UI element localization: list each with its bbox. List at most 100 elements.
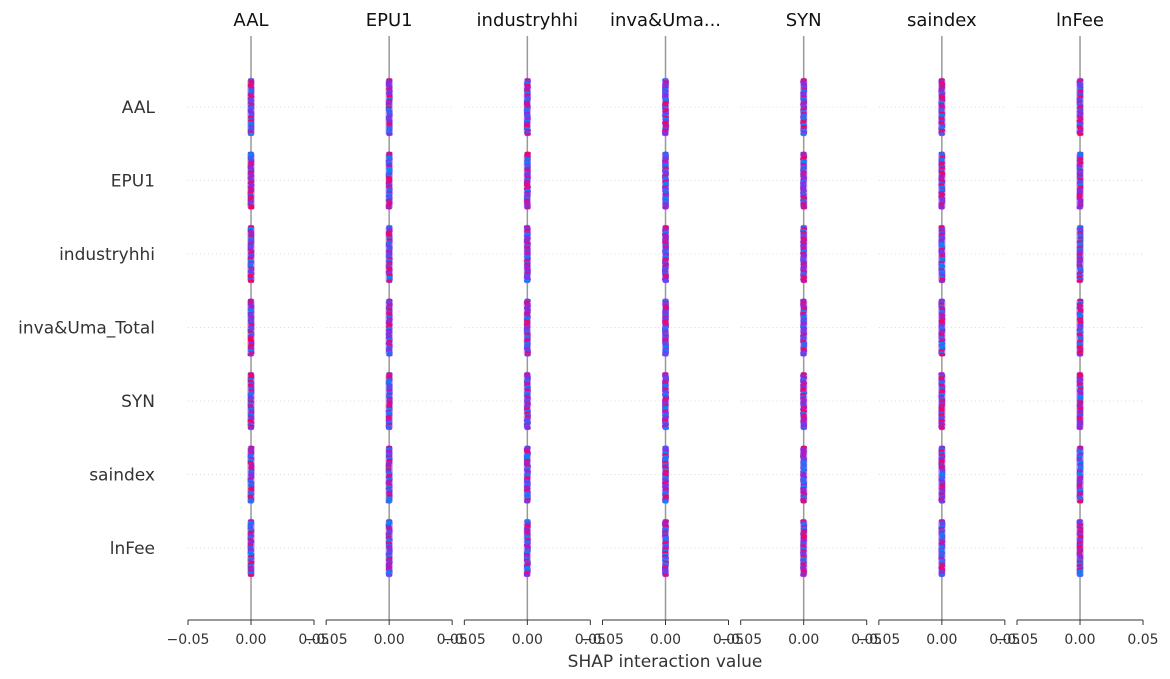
strip-outline (1076, 371, 1084, 431)
dot-strip (523, 77, 531, 137)
dot-strip (385, 151, 393, 210)
dot-strip (662, 445, 670, 504)
data-point (1076, 426, 1083, 430)
x-tick-label: −0.05 (996, 632, 1039, 648)
data-point (247, 426, 254, 430)
strip-outline (938, 371, 946, 431)
data-point (1077, 573, 1084, 577)
data-point (938, 573, 945, 577)
dot-strip (938, 224, 946, 284)
dot-strip (523, 518, 531, 578)
x-tick-label: −0.05 (167, 632, 210, 648)
strip-outline (1076, 151, 1084, 210)
data-point (524, 279, 531, 283)
strip-outline (662, 224, 670, 284)
dot-strip (662, 224, 670, 284)
data-point (801, 206, 808, 210)
strip-outline (385, 518, 393, 578)
strip-outline (938, 224, 946, 284)
dot-strip (662, 371, 670, 431)
strip-outline (523, 445, 531, 504)
x-tick-label: 0.05 (1127, 632, 1158, 648)
strip-outline (247, 445, 255, 504)
dot-strip (938, 518, 946, 578)
strip-outline (385, 371, 393, 431)
x-tick-label: 0.05 (437, 632, 468, 648)
x-tick-label: 0.05 (989, 632, 1020, 648)
panel-5: saindex −0.05 0.00 0.05 (857, 10, 1020, 648)
strip-outline (523, 224, 531, 284)
dot-strip (938, 371, 946, 431)
data-point (800, 353, 807, 357)
strip-outline (800, 445, 808, 504)
strip-outline (247, 298, 255, 357)
data-point (1077, 353, 1084, 357)
panel-4: SYN −0.05 0.00 0.05 (719, 10, 882, 648)
data-point (385, 206, 392, 210)
dot-strip (1076, 298, 1084, 357)
strip-outline (938, 445, 946, 504)
data-point (386, 132, 393, 136)
strip-outline (662, 518, 670, 578)
dot-strip (247, 518, 255, 578)
dot-strip (662, 151, 670, 210)
strip-outline (247, 518, 255, 578)
dot-strip (385, 77, 393, 137)
data-point (247, 353, 254, 357)
strip-outline (1076, 298, 1084, 357)
dot-strip (385, 224, 393, 284)
data-point (801, 279, 808, 283)
strip-outline (800, 298, 808, 357)
dot-strip (385, 518, 393, 578)
data-point (524, 500, 531, 504)
dot-strip (247, 151, 255, 210)
strip-outline (523, 77, 531, 137)
data-point (523, 573, 530, 577)
strip-outline (523, 518, 531, 578)
panel-1: EPU1 −0.05 0.00 0.05 (305, 10, 468, 648)
panel-title: lnFee (1056, 10, 1104, 31)
dot-strip (247, 298, 255, 357)
data-point (248, 206, 255, 210)
panel-title: saindex (907, 10, 977, 31)
strip-outline (385, 77, 393, 137)
x-tick-label: 0.00 (788, 632, 819, 648)
dot-strip (523, 298, 531, 357)
strip-outline (662, 371, 670, 431)
x-tick-label: 0.05 (713, 632, 744, 648)
x-tick-label: 0.00 (926, 632, 957, 648)
dot-strip (800, 298, 808, 357)
data-point (662, 132, 669, 136)
x-tick-label: −0.05 (443, 632, 486, 648)
dot-strip (662, 518, 670, 578)
data-point (386, 573, 393, 577)
dot-strip (1076, 151, 1084, 210)
data-point (386, 353, 393, 357)
dot-strip (800, 224, 808, 284)
x-tick-label: −0.05 (719, 632, 762, 648)
panel-title: EPU1 (366, 10, 413, 31)
data-point (662, 573, 669, 577)
dot-strip (800, 371, 808, 431)
data-point (938, 206, 945, 210)
panel-0: AAL −0.05 0.00 0.05 (167, 10, 330, 648)
x-tick-label: 0.05 (575, 632, 606, 648)
strip-outline (385, 151, 393, 210)
data-point (1077, 500, 1084, 504)
dot-strip (938, 445, 946, 504)
x-tick-label: 0.05 (298, 632, 329, 648)
x-tick-label: −0.05 (581, 632, 624, 648)
x-tick-label: 0.00 (374, 632, 405, 648)
data-point (662, 426, 669, 430)
data-point (662, 279, 669, 283)
strip-outline (1076, 518, 1084, 578)
panel-title: industryhhi (477, 10, 579, 31)
x-tick-label: −0.05 (305, 632, 348, 648)
x-axis-label: SHAP interaction value (568, 652, 763, 672)
data-point (939, 279, 946, 283)
data-point (386, 426, 393, 430)
data-point (385, 500, 392, 504)
data-point (800, 426, 807, 430)
data-point (524, 132, 531, 136)
dot-strip (385, 445, 393, 504)
